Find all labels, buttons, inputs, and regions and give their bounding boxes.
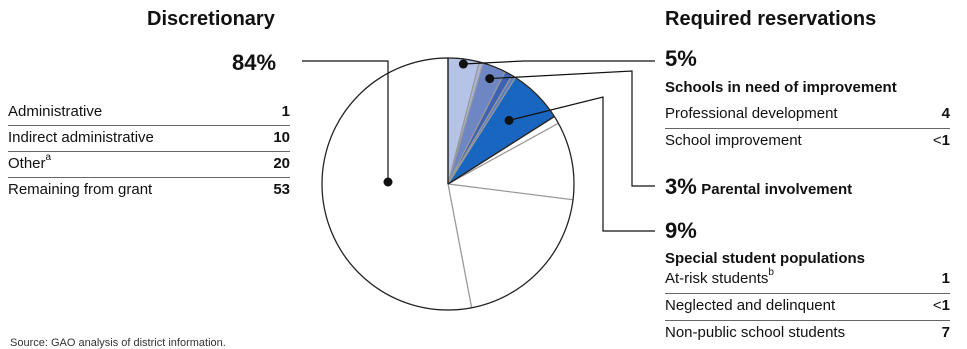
special-populations-pct: 9% xyxy=(665,218,697,243)
schools-improvement-row: School improvement <1 xyxy=(665,128,950,154)
discretionary-leader-line xyxy=(302,60,389,182)
schools-improvement-value: <1 xyxy=(933,128,950,154)
schools-improvement-row: Professional development 4 xyxy=(665,101,950,127)
row-divider xyxy=(8,177,290,178)
row-divider xyxy=(665,320,950,321)
discretionary-label: Administrative xyxy=(8,99,102,125)
special-populations-title: Special student populations xyxy=(665,250,866,267)
parental-involvement-title: Parental involvement xyxy=(701,181,853,198)
discretionary-total: 84% xyxy=(232,50,277,75)
special-populations-value: 1 xyxy=(942,266,950,292)
discretionary-value: 53 xyxy=(273,177,290,203)
discretionary-value: 20 xyxy=(273,151,290,177)
schools-improvement-leader-line xyxy=(463,60,655,65)
special-populations-value-text: 1 xyxy=(941,297,950,314)
parental-involvement-leader-line xyxy=(489,70,655,187)
discretionary-label-text: Indirect administrative xyxy=(8,129,154,146)
discretionary-row: Othera 20 xyxy=(8,151,290,177)
special-populations-value-text: 7 xyxy=(941,324,950,341)
special-populations-row: Neglected and delinquent <1 xyxy=(665,293,950,319)
special-populations-row: At-risk studentsb 1 xyxy=(665,266,950,292)
schools-improvement-label: Professional development xyxy=(665,101,838,127)
special-populations-label: Non-public school students xyxy=(665,320,845,346)
discretionary-value-text: 1 xyxy=(281,103,290,120)
discretionary-heading: Discretionary xyxy=(147,8,275,30)
discretionary-value: 1 xyxy=(282,99,290,125)
source-note: Source: GAO analysis of district informa… xyxy=(10,337,226,349)
row-divider xyxy=(665,293,950,294)
discretionary-value-text: 53 xyxy=(273,181,290,198)
less-than-sign: < xyxy=(932,297,942,314)
special-populations-value: 7 xyxy=(942,320,950,346)
discretionary-label: Remaining from grant xyxy=(8,177,152,203)
parental-involvement-label: 3% Parental involvement xyxy=(665,174,852,200)
footnote-marker: b xyxy=(768,267,774,278)
special-populations-label: Neglected and delinquent xyxy=(665,293,835,319)
discretionary-row: Indirect administrative 10 xyxy=(8,125,290,151)
schools-improvement-label-text: School improvement xyxy=(665,132,802,149)
special-populations-row: Non-public school students 7 xyxy=(665,320,950,346)
discretionary-value: 10 xyxy=(273,125,290,151)
special-populations-label: At-risk studentsb xyxy=(665,266,774,292)
discretionary-row: Remaining from grant 53 xyxy=(8,177,290,203)
discretionary-value-text: 10 xyxy=(273,129,290,146)
row-divider xyxy=(8,151,290,152)
schools-improvement-value-text: 4 xyxy=(941,105,950,122)
schools-improvement-value: 4 xyxy=(942,101,950,127)
schools-improvement-pct: 5% xyxy=(665,46,697,71)
row-divider xyxy=(8,125,290,126)
discretionary-label-text: Administrative xyxy=(8,103,103,120)
schools-improvement-label-text: Professional development xyxy=(665,105,838,122)
discretionary-label: Indirect administrative xyxy=(8,125,154,151)
special-populations-leader-line xyxy=(508,96,655,232)
special-populations-dot xyxy=(504,115,514,125)
discretionary-value-text: 20 xyxy=(273,155,290,172)
special-populations-label-text: At-risk students xyxy=(665,270,769,287)
special-populations-label-text: Non-public school students xyxy=(665,324,846,341)
schools-improvement-label: School improvement xyxy=(665,128,802,154)
reservation-boundary-line xyxy=(447,115,555,185)
special-populations-label-text: Neglected and delinquent xyxy=(665,297,836,314)
less-than-sign: < xyxy=(932,132,942,149)
special-populations-value: <1 xyxy=(933,293,950,319)
discretionary-label: Othera xyxy=(8,151,51,177)
parental-involvement-pct: 3% xyxy=(665,174,697,199)
discretionary-label-text: Remaining from grant xyxy=(8,181,153,198)
schools-improvement-value-text: 1 xyxy=(941,132,950,149)
schools-improvement-title: Schools in need of improvement xyxy=(665,79,897,96)
required-reservations-heading: Required reservations xyxy=(665,8,877,30)
discretionary-label-text: Other xyxy=(8,155,46,172)
footnote-marker: a xyxy=(45,152,52,163)
discretionary-row: Administrative 1 xyxy=(8,99,290,125)
special-populations-value-text: 1 xyxy=(941,270,950,287)
row-divider xyxy=(665,128,950,129)
